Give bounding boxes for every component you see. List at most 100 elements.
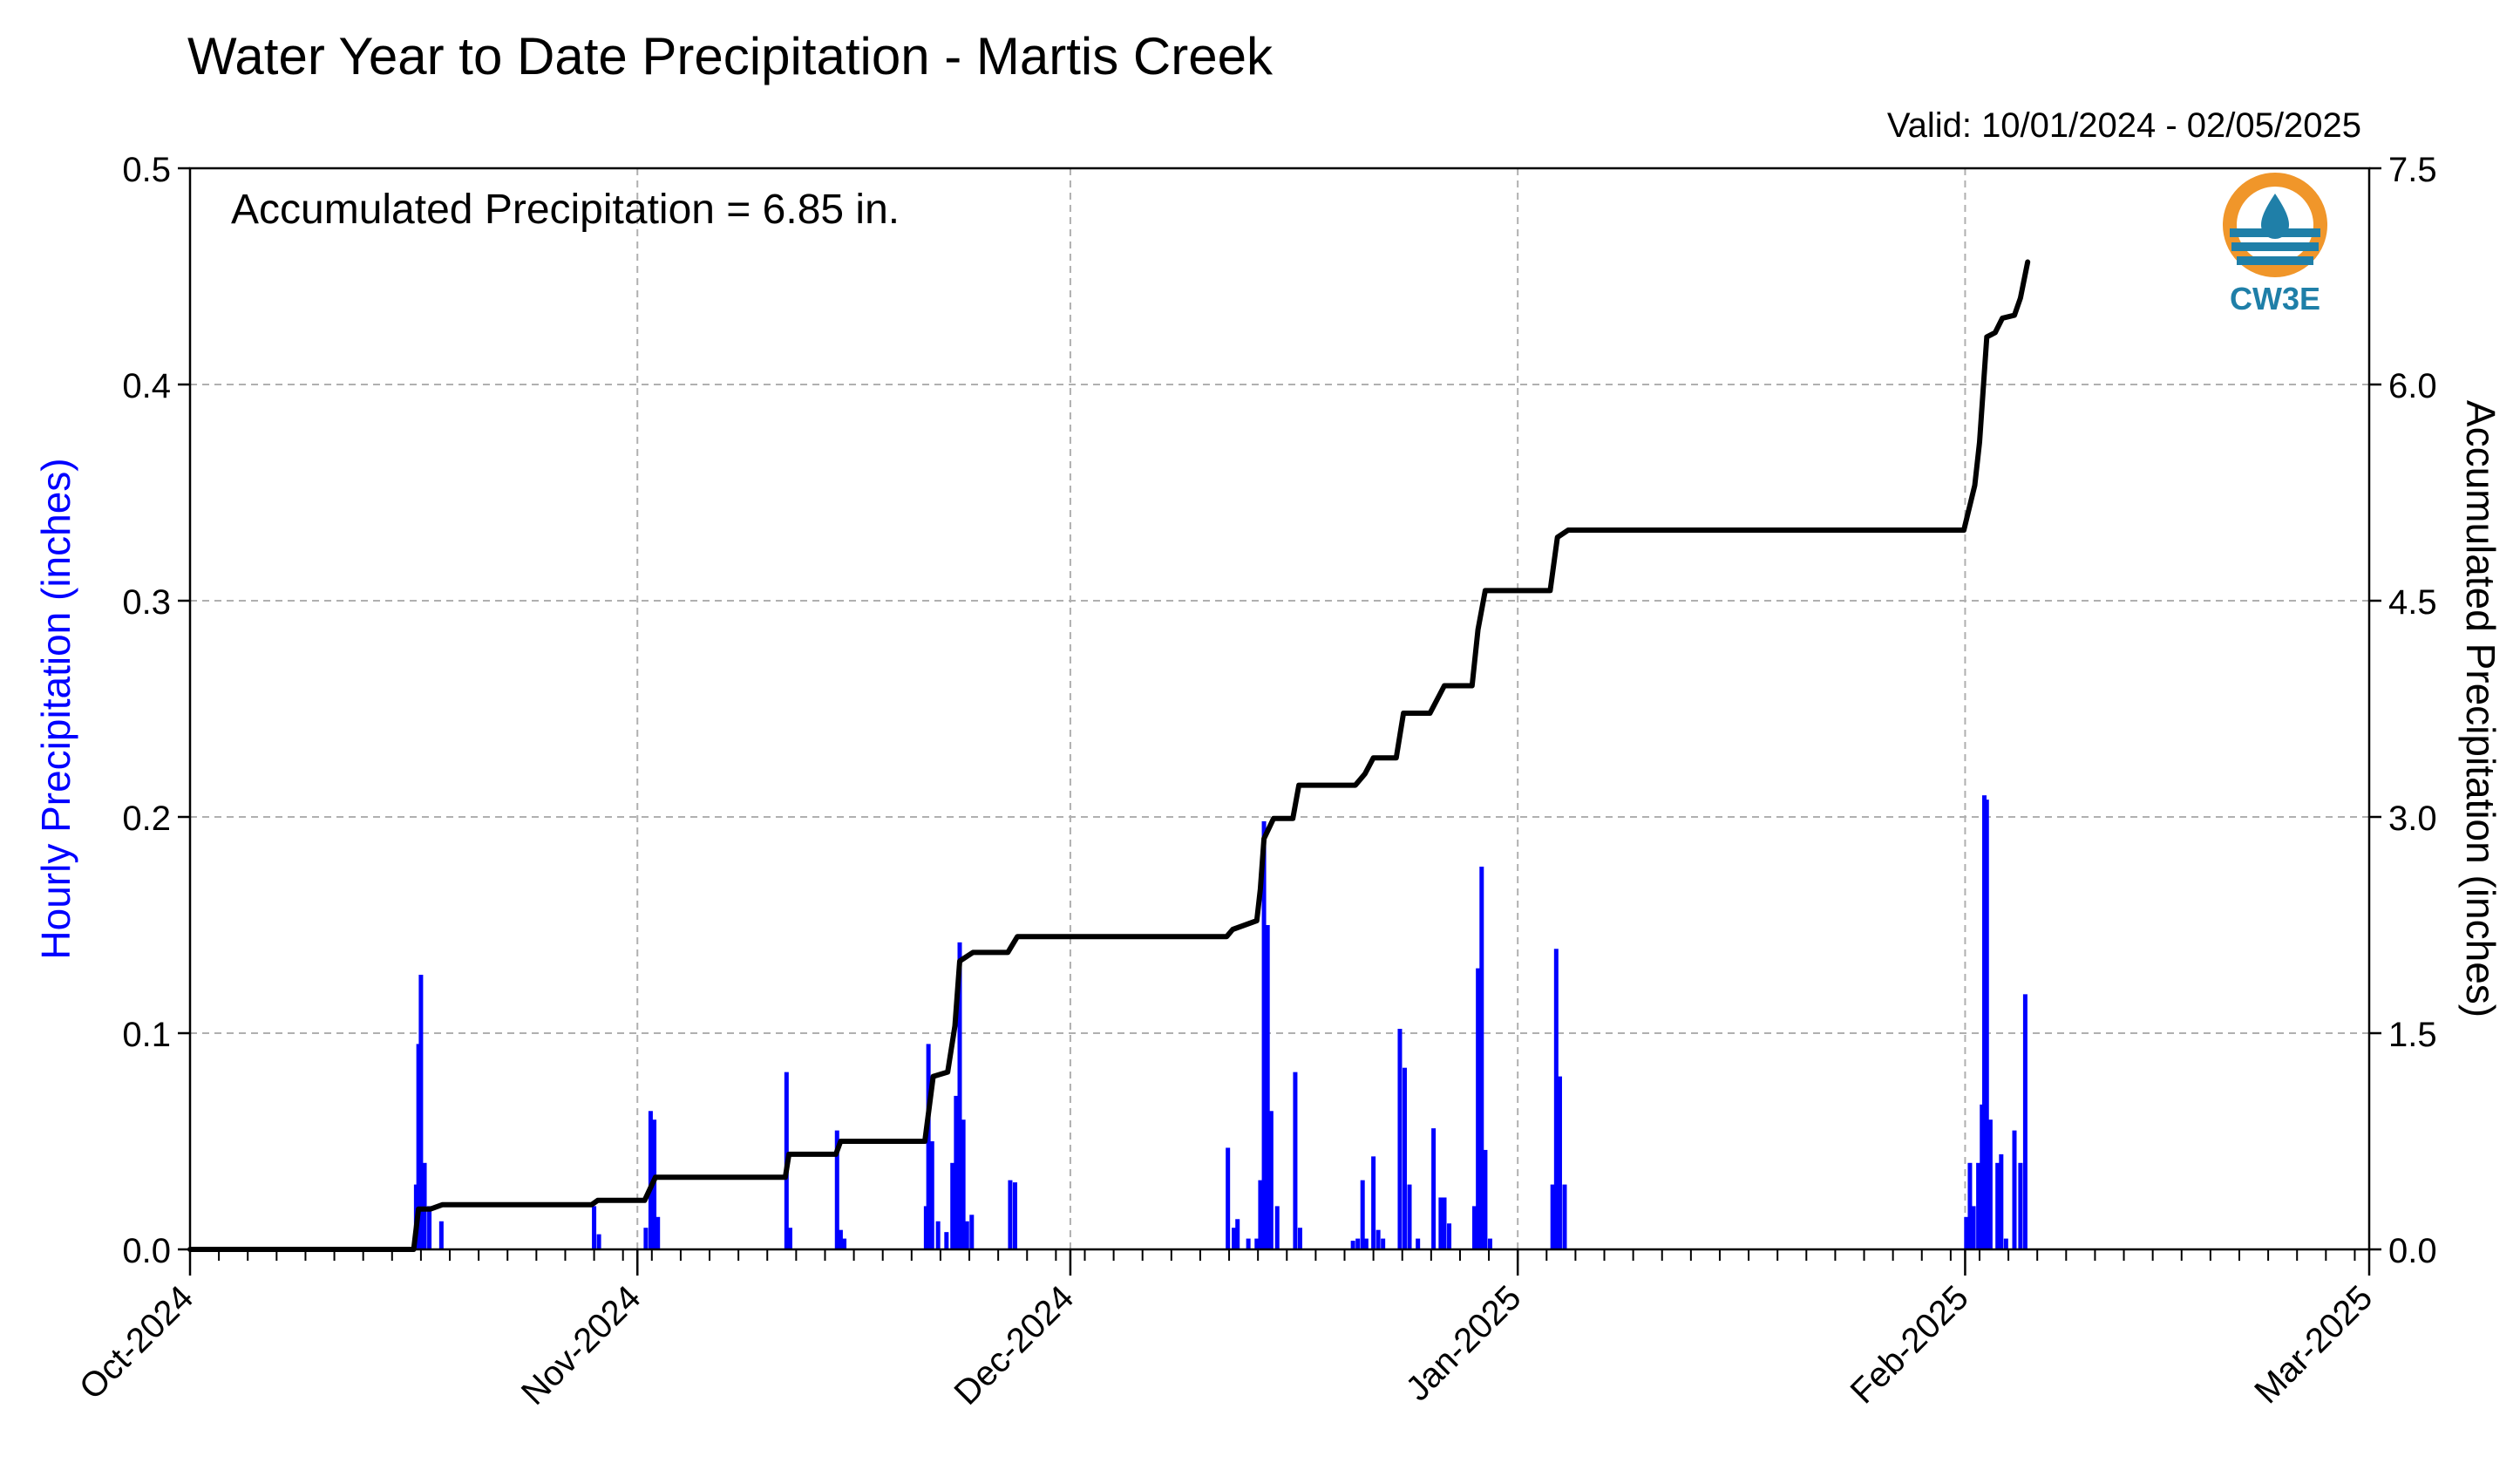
cw3e-logo: CW3E	[2223, 173, 2327, 316]
x-tick-label: Feb-2025	[1844, 1278, 1976, 1411]
hourly-bar	[1355, 1238, 1361, 1249]
x-tick-label: Oct-2024	[72, 1278, 200, 1406]
hourly-bar	[1981, 795, 1987, 1249]
hourly-bar	[1371, 1156, 1376, 1249]
logo-water-band-3	[2237, 256, 2313, 265]
hourly-bar	[834, 1130, 839, 1249]
hourly-bar	[2018, 1162, 2023, 1249]
hourly-bar	[1265, 925, 1270, 1249]
hourly-bar	[1232, 1228, 1237, 1249]
right-tick-label: 4.5	[2388, 583, 2437, 622]
hourly-bar	[787, 1228, 792, 1249]
axes: 0.0 0.1 0.2 0.3 0.4 0.5 0.0 1.5 3.0 4.5 6.0 7.5 Oct-…	[72, 151, 2437, 1412]
hourly-bar	[1274, 1206, 1280, 1249]
hourly-bar	[2022, 994, 2028, 1249]
hourly-bar	[842, 1238, 847, 1249]
hourly-bar	[1964, 1216, 1969, 1249]
left-tick-label: 0.4	[122, 367, 171, 405]
hourly-bar	[929, 1141, 934, 1249]
right-axis-label: Accumulated Precipitation (inches)	[2458, 400, 2503, 1017]
chart-title: Water Year to Date Precipitation - Marti…	[187, 27, 1273, 85]
hourly-bar	[923, 1206, 928, 1249]
hourly-bar	[926, 1044, 931, 1249]
hourly-bar	[1479, 867, 1484, 1249]
hourly-bar	[961, 1119, 966, 1249]
hourly-bar	[1550, 1184, 1555, 1249]
hourly-bar	[1350, 1241, 1355, 1249]
left-tick-label: 0.0	[122, 1232, 171, 1270]
right-tick-label: 7.5	[2388, 151, 2437, 189]
left-tick-label: 0.3	[122, 583, 171, 622]
hourly-bar	[655, 1216, 661, 1249]
hourly-bar	[969, 1215, 975, 1249]
grid-lines	[190, 168, 2369, 1249]
hourly-bar	[1261, 820, 1267, 1249]
hourly-bar	[957, 942, 962, 1249]
hourly-bar	[1363, 1238, 1369, 1249]
hourly-bar	[1976, 1162, 1981, 1249]
hourly-bar	[1297, 1228, 1302, 1249]
hourly-bar	[2003, 1238, 2008, 1249]
hourly-bar	[1980, 1104, 1985, 1249]
hourly-bar	[592, 1206, 597, 1249]
hourly-bar	[1995, 1162, 2000, 1249]
left-axis-label: Hourly Precipitation (inches)	[33, 458, 78, 959]
hourly-bar	[1557, 1076, 1562, 1249]
logo-water-band-2	[2231, 242, 2319, 251]
hourly-bar	[422, 1162, 427, 1249]
accumulated-annotation: Accumulated Precipitation = 6.85 in.	[231, 187, 900, 233]
hourly-bar	[1553, 949, 1559, 1249]
hourly-bar	[1562, 1184, 1567, 1249]
hourly-bar	[944, 1232, 949, 1249]
hourly-bar	[1360, 1180, 1365, 1249]
hourly-bar	[648, 1111, 653, 1249]
x-tick-label: Mar-2025	[2247, 1278, 2380, 1411]
hourly-bar	[1483, 1149, 1488, 1249]
hourly-bar	[1472, 1206, 1477, 1249]
hourly-bar	[1375, 1229, 1381, 1249]
accumulated-line-group	[187, 259, 2031, 1252]
hourly-bar	[1012, 1182, 1017, 1249]
hourly-bar	[1999, 1153, 2004, 1249]
hourly-bar	[1987, 1119, 1993, 1249]
left-tick-label: 0.2	[122, 800, 171, 838]
hourly-bar	[950, 1162, 955, 1249]
hourly-bar	[964, 1221, 969, 1249]
hourly-bar	[1442, 1197, 1447, 1249]
hourly-bar	[838, 1229, 843, 1249]
hourly-bar	[1967, 1162, 1973, 1249]
hourly-bar	[1476, 968, 1481, 1249]
logo-drop-icon	[2261, 194, 2289, 239]
hourly-bar	[1293, 1072, 1298, 1249]
hourly-bar	[1008, 1180, 1013, 1249]
hourly-bar	[1268, 1111, 1274, 1249]
hourly-bar	[2012, 1130, 2017, 1249]
right-tick-label: 6.0	[2388, 367, 2437, 405]
hourly-bar	[1381, 1238, 1386, 1249]
hourly-bar	[1971, 1206, 1976, 1249]
left-tick-label: 0.1	[122, 1016, 171, 1054]
hourly-bar	[1254, 1238, 1260, 1249]
hourly-bar	[1487, 1238, 1492, 1249]
hourly-bar	[643, 1228, 649, 1249]
hourly-bar	[1447, 1223, 1452, 1249]
hourly-bar	[1984, 800, 1989, 1249]
hourly-bar	[1258, 1180, 1263, 1249]
hourly-bar	[1235, 1219, 1240, 1249]
hourly-bar	[418, 975, 424, 1249]
right-tick-label: 3.0	[2388, 800, 2437, 838]
hourly-bar	[427, 1206, 432, 1249]
x-tick-label: Dec-2024	[948, 1278, 1082, 1412]
hourly-bar	[935, 1221, 941, 1249]
right-tick-label: 1.5	[2388, 1016, 2437, 1054]
hourly-bar	[1397, 1029, 1403, 1249]
hourly-bar	[1438, 1197, 1443, 1249]
hourly-bar	[596, 1234, 601, 1249]
right-tick-label: 0.0	[2388, 1232, 2437, 1270]
accumulated-line	[187, 259, 2031, 1252]
hourly-bar	[1402, 1067, 1407, 1249]
left-tick-label: 0.5	[122, 151, 171, 189]
hourly-bar	[438, 1221, 444, 1249]
